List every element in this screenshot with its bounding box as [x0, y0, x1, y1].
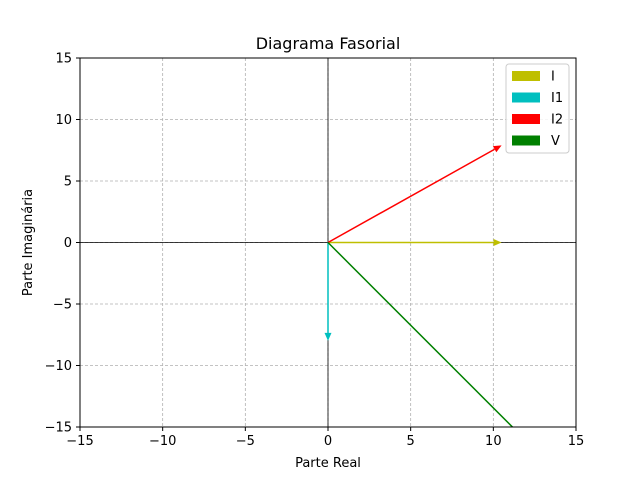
legend-label-i1: I1 — [551, 91, 563, 106]
x-tick-label: 10 — [485, 434, 502, 449]
chart-title: Diagrama Fasorial — [256, 34, 401, 53]
x-tick-label: 0 — [324, 434, 332, 449]
y-tick-label: −10 — [45, 359, 72, 374]
vector-v-shaft — [327, 241, 514, 427]
vector-i1-arrowhead — [324, 332, 332, 341]
vectors — [324, 145, 514, 427]
y-axis-label: Parte Imaginária — [21, 189, 36, 296]
y-tick-label: 0 — [64, 236, 72, 251]
x-tick-label: −15 — [66, 434, 93, 449]
legend-swatch-i — [512, 71, 540, 81]
y-tick-label: 15 — [55, 52, 72, 67]
y-tick-label: 5 — [64, 175, 72, 190]
legend-label-i: I — [551, 70, 555, 85]
x-tick-label: 15 — [568, 434, 585, 449]
vector-i2-arrowhead — [492, 145, 502, 153]
legend-label-v: V — [551, 134, 560, 149]
y-ticks: −15 −10 −5 0 5 10 15 — [45, 52, 80, 436]
x-tick-label: −10 — [149, 434, 176, 449]
legend-swatch-i2 — [512, 114, 540, 124]
vector-i2-shaft — [327, 148, 495, 244]
legend-swatch-i1 — [512, 92, 540, 103]
legend-swatch-v — [512, 135, 540, 146]
y-tick-label: 10 — [55, 113, 72, 128]
x-tick-label: −5 — [236, 434, 255, 449]
y-tick-label: −5 — [53, 298, 72, 313]
vector-i-arrowhead — [493, 239, 502, 246]
legend: I I1 I2 V — [505, 63, 570, 154]
y-tick-label: −15 — [45, 421, 72, 436]
x-axis-label: Parte Real — [295, 456, 361, 471]
x-tick-label: 5 — [407, 434, 415, 449]
legend-label-i2: I2 — [551, 113, 563, 128]
x-ticks: −15 −10 −5 0 5 10 15 — [66, 427, 584, 449]
legend-box — [505, 63, 570, 154]
